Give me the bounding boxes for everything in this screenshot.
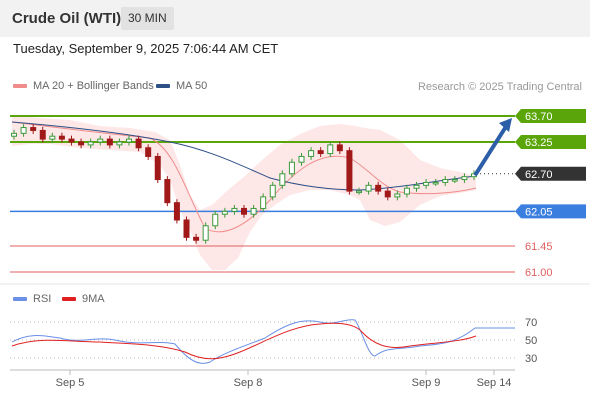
price-label-r2-box [515, 109, 586, 123]
legend-rsi: RSI [13, 293, 51, 305]
ma50-line [11, 121, 477, 191]
price-levels [10, 115, 515, 273]
candle-body [317, 150, 324, 155]
price-label-r1-box [515, 135, 586, 149]
candle-body [298, 155, 305, 163]
candle-body [279, 173, 286, 186]
candle-body [49, 135, 56, 140]
candle-body [154, 155, 161, 181]
projection-arrow [474, 118, 512, 176]
candle-body [461, 176, 468, 181]
candle-body [260, 196, 267, 209]
candle-body [58, 135, 65, 140]
candle-body [356, 190, 362, 194]
candles [11, 124, 477, 244]
price-label-pivot-box [515, 204, 586, 219]
candle-body [288, 161, 295, 175]
candle-body [413, 184, 420, 189]
candle-body [30, 127, 37, 131]
legend-ma50-label: MA 50 [176, 80, 208, 92]
price-label-r1: 63.25 [525, 137, 553, 149]
legend-rsi-label: RSI [33, 293, 52, 305]
candle-body [164, 179, 171, 204]
x-axis: Sep 5 Sep 8 Sep 9 Sep 14 [0, 283, 590, 389]
ma9-swatch [62, 297, 76, 302]
ma20-swatch [13, 84, 27, 89]
price-label-s2: 61.00 [525, 267, 553, 279]
rsi-line [11, 319, 515, 364]
candle-body [145, 147, 152, 157]
candle-body [423, 181, 430, 186]
moving-averages [11, 121, 477, 233]
candle-body [20, 127, 27, 134]
bollinger-fill [12, 116, 476, 270]
price-label-current-box [515, 166, 586, 181]
legend-9ma: 9MA [62, 293, 105, 305]
projection-arrowhead [499, 118, 512, 132]
rsi-panel: 70 50 30 [10, 317, 537, 365]
candle-body [336, 144, 343, 152]
candle-body [365, 184, 372, 192]
projection-line [474, 123, 509, 176]
ma50-swatch [156, 84, 170, 89]
legend-ma20: MA 20 + Bollinger Bands [13, 80, 154, 92]
candle-body [11, 132, 17, 137]
candle-body [212, 213, 219, 227]
timestamp: Tuesday, September 9, 2025 7:06:44 AM CE… [13, 41, 279, 56]
bollinger-bands [12, 116, 476, 270]
candle-body [97, 138, 104, 143]
candle-body [39, 129, 46, 140]
candle-body [87, 141, 94, 146]
candle-body [394, 193, 401, 198]
price-label-s1: 61.45 [525, 241, 553, 253]
candle-body [68, 138, 75, 143]
legend-9ma-label: 9MA [82, 293, 105, 305]
candle-body [384, 190, 391, 198]
candle-body [375, 184, 382, 192]
candle-body [202, 225, 209, 241]
candle-body [193, 236, 200, 241]
candle-body [451, 179, 458, 182]
candle-body [116, 141, 123, 146]
legend-ma20-label: MA 20 + Bollinger Bands [33, 80, 154, 92]
candle-body [135, 138, 142, 149]
credit-text: Research © 2025 Trading Central [417, 81, 582, 93]
candle-body [221, 210, 228, 215]
candle-body [78, 141, 85, 146]
x-tick-label: Sep 14 [477, 377, 512, 389]
candle-body [173, 202, 180, 221]
candle-body [442, 179, 449, 183]
header-bar [0, 0, 590, 37]
candle-body [106, 138, 113, 146]
candle-body [308, 150, 315, 157]
instrument-title: Crude Oil (WTI) [12, 10, 122, 27]
timeframe-badge[interactable]: 30 MIN [121, 7, 174, 30]
rsi-tick-30: 30 [525, 353, 537, 365]
price-label-current: 62.70 [525, 169, 553, 181]
rsi-swatch [13, 297, 27, 302]
price-label-r2: 63.70 [525, 111, 553, 123]
x-tick-label: Sep 8 [234, 377, 263, 389]
candle-body [269, 184, 276, 198]
candle-body [327, 144, 334, 155]
candle-body [432, 181, 439, 185]
rsi-tick-50: 50 [525, 335, 537, 347]
price-label-pivot: 62.05 [525, 206, 553, 218]
candle-body [241, 207, 247, 215]
candle-body [346, 150, 353, 192]
candle-body [231, 207, 238, 212]
candle-body [403, 187, 410, 195]
candle-body [250, 207, 257, 215]
x-tick-label: Sep 5 [56, 377, 85, 389]
legend-ma50: MA 50 [156, 80, 207, 92]
candle-body [183, 219, 190, 238]
x-tick-label: Sep 9 [412, 377, 441, 389]
rsi-ma-line [11, 322, 477, 360]
price-labels: 63.70 63.25 62.70 62.05 61.45 61.00 [515, 109, 586, 279]
rsi-tick-70: 70 [525, 317, 537, 329]
candle-body [126, 138, 132, 143]
